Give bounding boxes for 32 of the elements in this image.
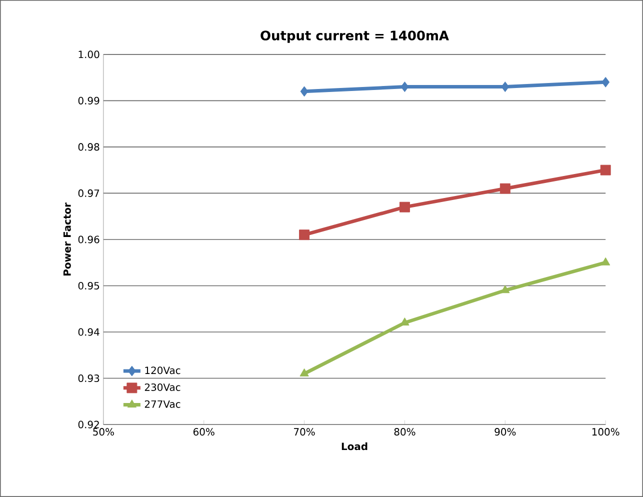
point xyxy=(601,257,610,266)
x-tick-label: 80% xyxy=(394,428,416,436)
point xyxy=(500,183,510,194)
y-tick-label: 1.00 xyxy=(78,50,100,58)
y-tick-label: 0.95 xyxy=(78,282,100,290)
point xyxy=(300,368,309,376)
point xyxy=(602,76,610,88)
x-tick-label: 70% xyxy=(294,428,315,436)
y-tick-label: 0.97 xyxy=(78,189,100,197)
x-axis-title: Load xyxy=(342,442,368,450)
legend-label: 277Vac xyxy=(144,400,180,408)
legend-label: 120Vac xyxy=(145,366,180,374)
point xyxy=(600,164,611,176)
y-tick-label: 0.92 xyxy=(78,420,99,428)
point xyxy=(399,202,410,212)
point xyxy=(300,86,308,97)
point xyxy=(501,82,510,92)
point xyxy=(500,285,510,294)
x-tick-label: 90% xyxy=(494,428,516,436)
y-axis-title: Power Factor xyxy=(63,202,71,276)
y-tick-label: 0.94 xyxy=(78,328,100,336)
x-tick-label: 50% xyxy=(93,428,114,436)
y-tick-label: 0.98 xyxy=(78,143,100,151)
point xyxy=(400,82,409,92)
y-tick-label: 0.96 xyxy=(78,236,100,244)
x-tick-label: 60% xyxy=(193,428,214,436)
y-tick-label: 0.93 xyxy=(78,374,100,382)
point xyxy=(299,230,310,240)
chart-title: Output current = 1400mA xyxy=(260,30,449,43)
y-tick-label: 0.99 xyxy=(78,96,100,104)
x-tick-label: 100% xyxy=(592,428,620,436)
legend-label: 230Vac xyxy=(144,383,180,392)
